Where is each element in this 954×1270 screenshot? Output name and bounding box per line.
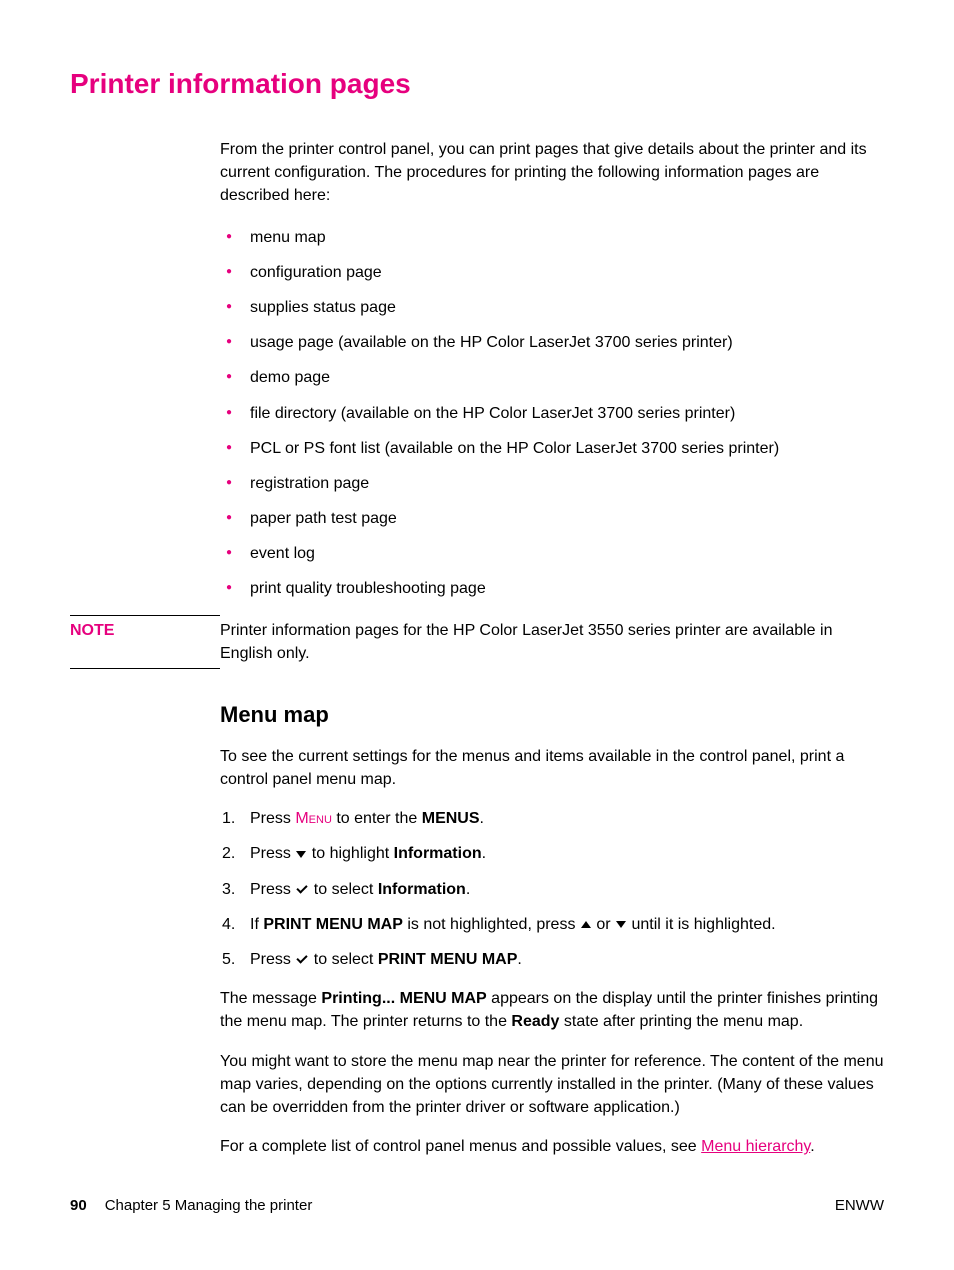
step-text: or: [592, 916, 615, 933]
note-block: NOTE Printer information pages for the H…: [70, 615, 884, 669]
step-text: until it is highlighted.: [627, 916, 776, 933]
note-label-cell: NOTE: [70, 615, 220, 669]
arrow-down-icon: [616, 921, 626, 928]
check-icon: [297, 882, 308, 893]
bullet-item: file directory (available on the HP Colo…: [220, 402, 884, 425]
note-label: NOTE: [70, 622, 114, 639]
para-text: The message: [220, 990, 321, 1007]
bullet-item: registration page: [220, 472, 884, 495]
para-text: .: [810, 1138, 814, 1155]
intro-paragraph: From the printer control panel, you can …: [220, 138, 884, 208]
arrow-down-icon: [296, 851, 306, 858]
step-item: Press to highlight Information.: [220, 842, 884, 865]
step-text: is not highlighted, press: [403, 916, 580, 933]
check-icon: [297, 953, 308, 964]
step-bold: PRINT MENU MAP: [263, 916, 403, 933]
section-para: You might want to store the menu map nea…: [220, 1050, 884, 1120]
section-heading: Menu map: [220, 699, 884, 731]
para-text: For a complete list of control panel men…: [220, 1138, 701, 1155]
step-item: Press to select Information.: [220, 878, 884, 901]
arrow-up-icon: [581, 921, 591, 928]
page-title: Printer information pages: [70, 68, 884, 100]
bullet-item: event log: [220, 542, 884, 565]
steps-list: Press Menu to enter the MENUS. Press to …: [220, 807, 884, 971]
step-bold: Information: [378, 881, 466, 898]
step-bold: MENUS: [422, 810, 480, 827]
step-bold: PRINT MENU MAP: [378, 951, 518, 968]
intro-block: From the printer control panel, you can …: [220, 138, 884, 601]
step-text: If: [250, 916, 263, 933]
page-footer: 90 Chapter 5 Managing the printer ENWW: [70, 1197, 884, 1214]
bullet-item: configuration page: [220, 261, 884, 284]
bullet-list: menu map configuration page supplies sta…: [220, 226, 884, 601]
step-bold: Information: [394, 845, 482, 862]
chapter-label: Chapter 5 Managing the printer: [105, 1197, 313, 1214]
menu-key: Menu: [295, 810, 332, 827]
step-text: Press: [250, 810, 295, 827]
step-text: Press: [250, 881, 295, 898]
step-text: .: [480, 810, 484, 827]
step-text: to select: [309, 881, 377, 898]
bullet-item: PCL or PS font list (available on the HP…: [220, 437, 884, 460]
bullet-item: print quality troubleshooting page: [220, 577, 884, 600]
note-text: Printer information pages for the HP Col…: [220, 615, 884, 669]
step-text: to select: [309, 951, 377, 968]
step-text: Press: [250, 845, 295, 862]
section-para: For a complete list of control panel men…: [220, 1135, 884, 1158]
page-number: 90: [70, 1197, 87, 1214]
bullet-item: usage page (available on the HP Color La…: [220, 331, 884, 354]
step-text: to enter the: [332, 810, 422, 827]
footer-left: 90 Chapter 5 Managing the printer: [70, 1197, 312, 1214]
section-menu-map: Menu map To see the current settings for…: [220, 699, 884, 1158]
step-item: Press to select PRINT MENU MAP.: [220, 948, 884, 971]
step-text: .: [517, 951, 521, 968]
footer-right: ENWW: [835, 1197, 884, 1214]
bullet-item: demo page: [220, 366, 884, 389]
step-item: Press Menu to enter the MENUS.: [220, 807, 884, 830]
para-text: state after printing the menu map.: [559, 1013, 803, 1030]
step-text: Press: [250, 951, 295, 968]
bullet-item: paper path test page: [220, 507, 884, 530]
bullet-item: supplies status page: [220, 296, 884, 319]
step-item: If PRINT MENU MAP is not highlighted, pr…: [220, 913, 884, 936]
menu-hierarchy-link[interactable]: Menu hierarchy: [701, 1138, 810, 1155]
step-text: to highlight: [307, 845, 393, 862]
section-intro: To see the current settings for the menu…: [220, 745, 884, 791]
step-text: .: [482, 845, 486, 862]
step-text: .: [466, 881, 470, 898]
para-bold: Ready: [511, 1013, 559, 1030]
bullet-item: menu map: [220, 226, 884, 249]
section-para: The message Printing... MENU MAP appears…: [220, 987, 884, 1033]
para-bold: Printing... MENU MAP: [321, 990, 486, 1007]
